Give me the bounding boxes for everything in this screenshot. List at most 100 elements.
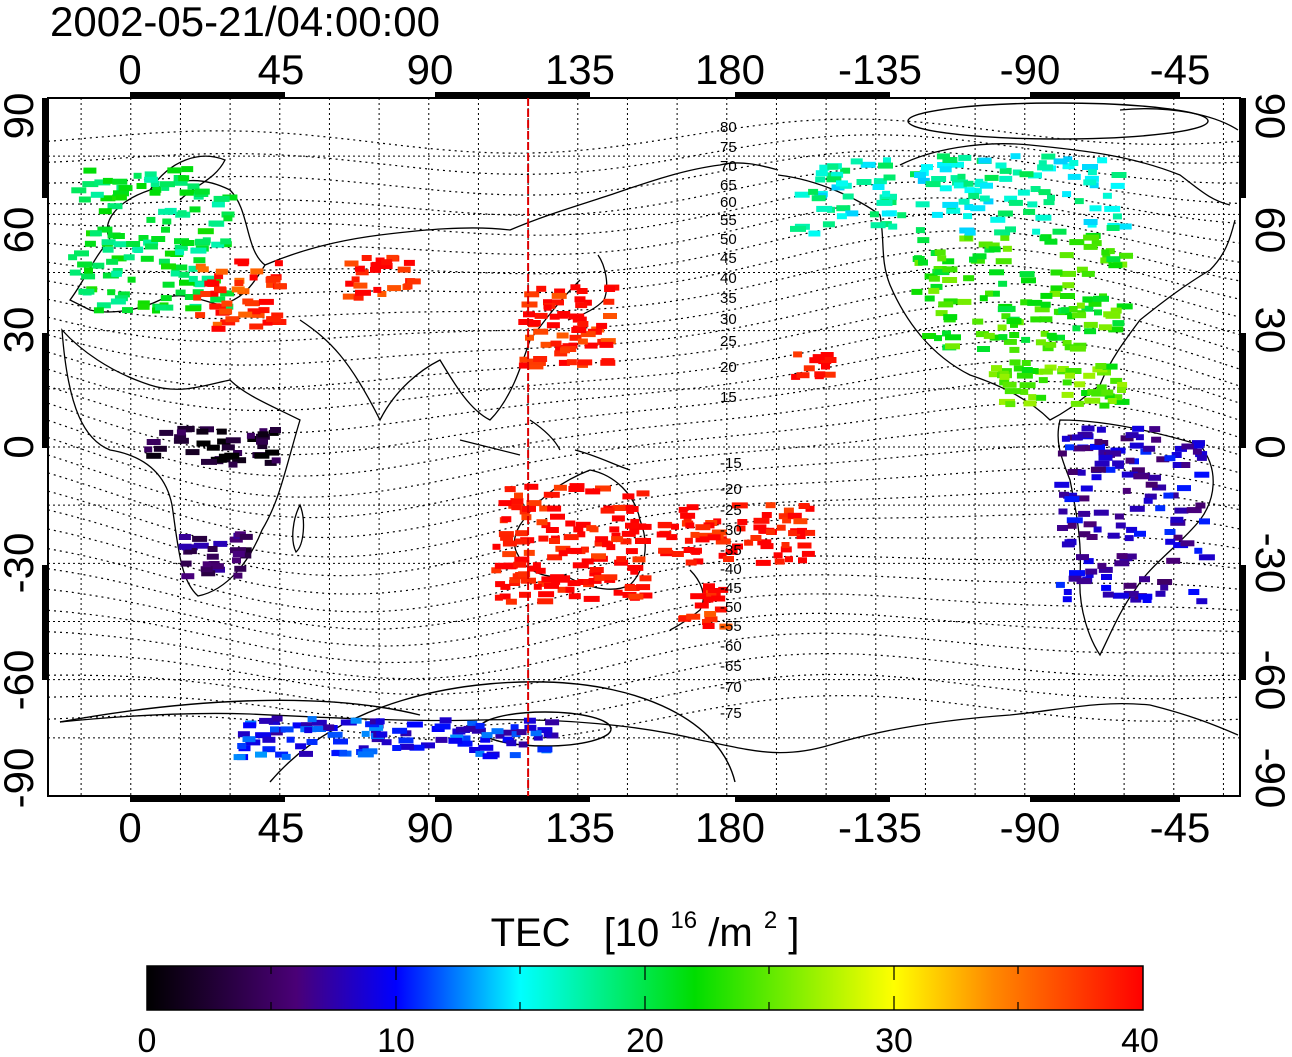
colorbar-title-exp2: 2 bbox=[764, 907, 777, 934]
tec-cell bbox=[1005, 401, 1016, 408]
tec-cell bbox=[146, 452, 162, 459]
tec-cell bbox=[122, 307, 133, 314]
tec-cell bbox=[1194, 547, 1203, 554]
tec-cell bbox=[1065, 444, 1074, 451]
tec-cell bbox=[1001, 313, 1011, 320]
tec-cell bbox=[262, 746, 276, 753]
tec-cell bbox=[1039, 368, 1053, 375]
tec-cell bbox=[550, 340, 562, 347]
tec-cell bbox=[106, 258, 119, 265]
tec-cell bbox=[820, 352, 834, 358]
tec-cell bbox=[1036, 394, 1047, 401]
greenland-coastline bbox=[1119, 108, 1239, 131]
tec-cell bbox=[744, 539, 754, 546]
tec-cell bbox=[560, 347, 570, 354]
tec-cell bbox=[217, 438, 231, 445]
tec-cell bbox=[983, 332, 995, 339]
tec-cell bbox=[1035, 214, 1052, 221]
tec-cell bbox=[1083, 219, 1098, 225]
tec-cell bbox=[950, 175, 960, 182]
magnetic-contour-line bbox=[48, 230, 1240, 296]
tec-cell bbox=[557, 311, 571, 317]
tec-cell bbox=[1020, 388, 1029, 395]
tec-cell bbox=[259, 428, 268, 435]
tec-cell bbox=[1084, 175, 1099, 182]
tec-cell bbox=[821, 363, 830, 370]
tec-cell bbox=[89, 230, 102, 237]
tec-cell bbox=[918, 259, 928, 266]
tec-cell bbox=[1125, 457, 1135, 464]
tec-cell bbox=[566, 359, 577, 366]
tec-cell bbox=[1114, 398, 1130, 405]
tec-cell bbox=[527, 320, 541, 326]
tec-cell bbox=[196, 428, 209, 435]
tec-cell bbox=[1069, 570, 1085, 577]
tec-cell bbox=[630, 518, 640, 525]
tec-cell bbox=[1112, 320, 1125, 327]
tec-cell bbox=[1157, 579, 1173, 585]
tec-cell bbox=[1071, 434, 1083, 441]
tec-cell bbox=[112, 233, 125, 239]
tec-cell bbox=[533, 356, 548, 362]
tec-cell bbox=[881, 210, 895, 217]
tec-cell bbox=[78, 196, 91, 203]
tec-cell bbox=[262, 319, 273, 326]
lon-tick-label: -45 bbox=[1150, 46, 1211, 93]
tec-cell bbox=[514, 492, 523, 499]
tec-cell bbox=[798, 503, 810, 509]
lat-tick-label: 60 bbox=[1247, 207, 1292, 254]
contour-label: -75 bbox=[720, 705, 742, 722]
tec-cell bbox=[666, 534, 678, 541]
tec-cell bbox=[704, 611, 717, 617]
tec-cell bbox=[234, 280, 244, 286]
tec-cell bbox=[1098, 454, 1113, 461]
tec-cell bbox=[1116, 553, 1128, 560]
tec-cell bbox=[787, 512, 802, 519]
tec-cell bbox=[568, 486, 585, 492]
tec-cell bbox=[90, 191, 104, 198]
tec-cell bbox=[778, 513, 794, 520]
tec-cell bbox=[533, 328, 549, 335]
tec-cell bbox=[301, 722, 312, 729]
tec-cell bbox=[1129, 505, 1145, 512]
tec-cell bbox=[245, 739, 261, 746]
tec-cell bbox=[480, 736, 491, 743]
tec-cell bbox=[774, 558, 785, 565]
tec-cell bbox=[1023, 208, 1036, 215]
tec-cell bbox=[536, 285, 547, 292]
tec-cell bbox=[502, 729, 518, 736]
tec-cell bbox=[639, 575, 652, 582]
tec-cell bbox=[1053, 158, 1068, 165]
tec-cell bbox=[280, 726, 294, 733]
tec-cell bbox=[577, 338, 588, 345]
tec-cell bbox=[985, 242, 1000, 249]
tec-cell bbox=[544, 582, 559, 589]
tec-cell bbox=[1102, 363, 1118, 370]
tec-cell bbox=[1160, 584, 1169, 591]
tec-cell bbox=[98, 208, 112, 215]
tec-cell bbox=[632, 556, 646, 563]
tec-cell bbox=[931, 211, 943, 218]
tec-cell bbox=[371, 736, 385, 743]
tec-cell bbox=[1106, 256, 1121, 263]
tec-cell bbox=[805, 529, 816, 536]
tec-cell bbox=[612, 505, 626, 511]
tec-cell bbox=[783, 507, 794, 514]
tec-cell bbox=[793, 518, 808, 525]
tec-cell bbox=[603, 298, 615, 305]
tec-cell bbox=[228, 461, 238, 468]
axis-bars bbox=[42, 92, 1246, 802]
tec-cell bbox=[620, 538, 632, 545]
tec-cell bbox=[351, 276, 360, 283]
tec-cell bbox=[223, 215, 233, 222]
tec-cell bbox=[1058, 508, 1068, 515]
tec-cell bbox=[1145, 481, 1158, 488]
tec-cell bbox=[501, 563, 517, 570]
tec-cell bbox=[1062, 340, 1072, 346]
colorbar-tick-label: 40 bbox=[1121, 1022, 1159, 1057]
tec-cell bbox=[495, 732, 505, 739]
tec-cell bbox=[684, 537, 693, 544]
tec-cell bbox=[406, 721, 423, 728]
tec-cell bbox=[550, 574, 565, 581]
